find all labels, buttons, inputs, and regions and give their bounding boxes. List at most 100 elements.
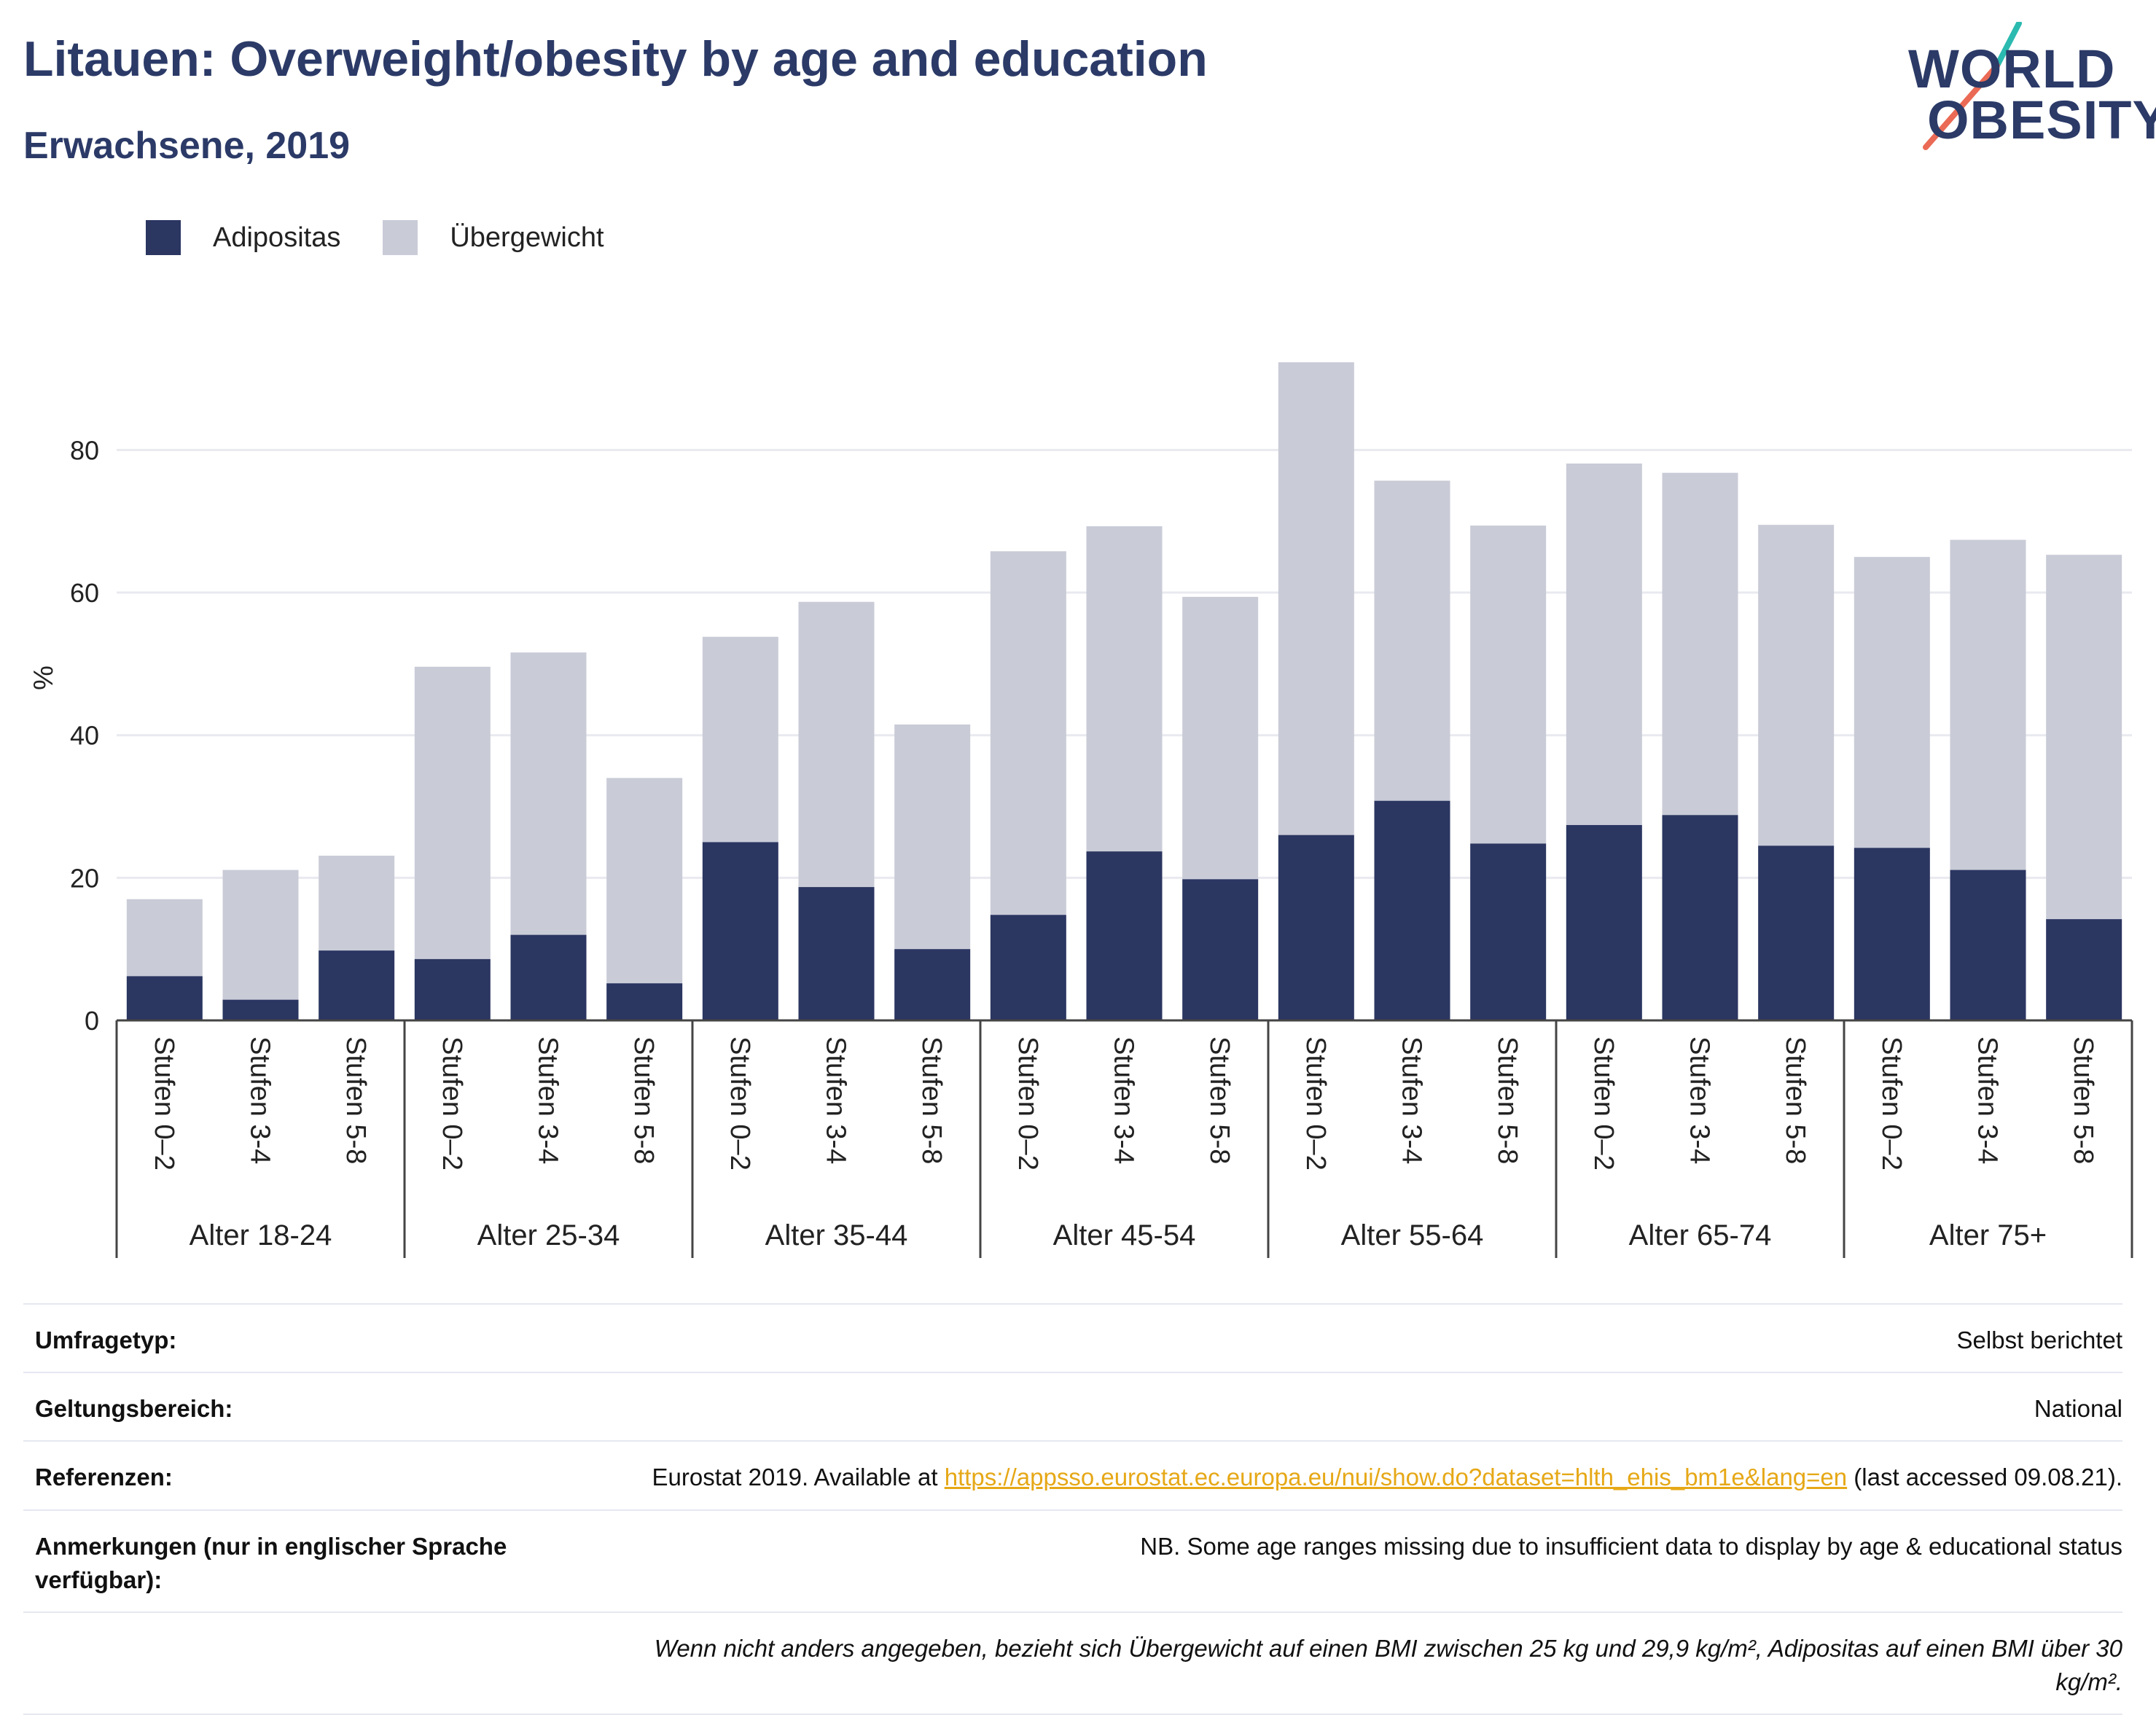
bar-uebergewicht (1662, 472, 1738, 816)
info-label: Anmerkungen (nur in englischer Sprache v… (35, 1532, 507, 1593)
bar-adipositas (2046, 919, 2122, 1020)
bar-chart: 0 20 40 60 80% Stufen 0–2 Stufen 3-4 Stufen 5-8… (28, 362, 2133, 1258)
y-tick-label: 80 (70, 435, 99, 465)
bar-uebergewicht (1182, 596, 1259, 880)
references-link[interactable]: https://appsso.eurostat.ec.europa.eu/nui… (944, 1464, 1848, 1491)
bar-uebergewicht (1566, 463, 1642, 825)
x-tick-label: Stufen 3-4 (821, 1036, 851, 1164)
info-value: Eurostat 2019. Available at https://apps… (592, 1461, 2122, 1494)
bar-uebergewicht (1278, 362, 1354, 835)
references-prefix: Eurostat 2019. Available at (652, 1464, 945, 1491)
legend-label: Übergewicht (450, 222, 604, 253)
info-table: Umfragetyp: Selbst berichtet Geltungsber… (23, 1303, 2122, 1715)
bar-uebergewicht (2046, 555, 2122, 920)
x-tick-label: Stufen 5-8 (340, 1036, 371, 1164)
x-tick-label: Stufen 0–2 (1300, 1036, 1331, 1171)
info-row-survey-type: Umfragetyp: Selbst berichtet (23, 1303, 2122, 1372)
bar-adipositas (1854, 848, 1930, 1020)
bar-adipositas (990, 915, 1066, 1020)
info-label: Umfragetyp: (35, 1327, 177, 1353)
info-value: National (2034, 1395, 2122, 1423)
bar-adipositas (414, 958, 491, 1020)
footnote: Wenn nicht anders angegeben, bezieht sic… (654, 1634, 2122, 1696)
bar-uebergewicht (606, 778, 683, 984)
info-value: Selbst berichtet (1956, 1327, 2122, 1353)
bar-uebergewicht (126, 899, 203, 977)
bar-adipositas (1278, 835, 1354, 1020)
x-tick-label: Stufen 0–2 (724, 1036, 755, 1171)
y-tick-label: 0 (85, 1006, 99, 1036)
bar-adipositas (1566, 824, 1642, 1020)
x-group-label: Alter 45-54 (1053, 1219, 1196, 1251)
bar-adipositas (1470, 843, 1547, 1020)
x-group-label: Alter 18-24 (190, 1219, 332, 1251)
bar-adipositas (606, 983, 683, 1020)
bar-uebergewicht (702, 636, 778, 843)
info-label: Geltungsbereich: (35, 1395, 233, 1423)
y-tick-label: 20 (70, 863, 99, 893)
bar-adipositas (319, 950, 395, 1020)
info-row-scope: Geltungsbereich: National (23, 1372, 2122, 1440)
info-row-notes: Anmerkungen (nur in englischer Sprache v… (23, 1509, 2122, 1612)
legend-item-adipositas[interactable]: Adipositas (146, 220, 340, 255)
x-tick-label: Stufen 0–2 (1588, 1036, 1619, 1171)
bar-uebergewicht (319, 856, 395, 951)
bar-adipositas (1086, 851, 1163, 1020)
x-tick-label: Stufen 3-4 (533, 1036, 563, 1164)
x-tick-label: Stufen 5-8 (1204, 1036, 1235, 1164)
x-group-label: Alter 55-64 (1341, 1219, 1484, 1251)
x-group-label: Alter 65-74 (1629, 1219, 1772, 1251)
legend-item-uebergewicht[interactable]: Übergewicht (383, 220, 604, 255)
bar-uebergewicht (798, 601, 875, 888)
x-tick-label: Stufen 5-8 (1780, 1036, 1811, 1164)
bar-uebergewicht (1086, 526, 1163, 852)
x-tick-label: Stufen 5-8 (628, 1036, 659, 1164)
bar-uebergewicht (510, 652, 587, 935)
x-tick-label: Stufen 0–2 (437, 1036, 467, 1171)
bar-adipositas (222, 999, 299, 1020)
page-title: Litauen: Overweight/obesity by age and e… (23, 31, 1208, 87)
bar-adipositas (798, 887, 875, 1020)
logo-word-world: WORLD (1908, 39, 2116, 99)
chart-legend: Adipositas Übergewicht (146, 216, 647, 259)
legend-swatch-uebergewicht (383, 220, 418, 255)
bar-uebergewicht (1854, 557, 1930, 848)
y-tick-label: 40 (70, 721, 99, 751)
bar-uebergewicht (222, 870, 299, 1000)
x-tick-label: Stufen 3-4 (1397, 1036, 1427, 1164)
bar-adipositas (894, 949, 971, 1020)
x-tick-label: Stufen 5-8 (2068, 1036, 2098, 1164)
x-tick-label: Stufen 0–2 (1012, 1036, 1043, 1171)
x-tick-label: Stufen 0–2 (149, 1036, 179, 1171)
legend-label: Adipositas (213, 222, 341, 253)
info-value: NB. Some age ranges missing due to insuf… (1140, 1532, 2122, 1560)
x-tick-label: Stufen 5-8 (1492, 1036, 1523, 1164)
world-obesity-logo: WORLD OBESITY (1895, 22, 2156, 153)
x-tick-label: Stufen 3-4 (1109, 1036, 1139, 1164)
bar-adipositas (126, 976, 203, 1020)
bar-adipositas (510, 934, 587, 1020)
info-row-references: Referenzen: Eurostat 2019. Available at … (23, 1440, 2122, 1509)
bar-adipositas (1182, 879, 1259, 1020)
x-tick-label: Stufen 3-4 (1684, 1036, 1715, 1164)
x-tick-label: Stufen 3-4 (245, 1036, 276, 1164)
x-group-label: Alter 35-44 (765, 1219, 908, 1251)
bar-uebergewicht (894, 724, 971, 950)
bar-adipositas (1374, 800, 1450, 1020)
page-subtitle: Erwachsene, 2019 (23, 125, 351, 167)
logo-word-obesity: OBESITY (1927, 90, 2156, 150)
bar-adipositas (1758, 845, 1835, 1020)
info-row-footnote: Wenn nicht anders angegeben, bezieht sic… (23, 1611, 2122, 1715)
y-axis-label: % (28, 665, 59, 690)
x-tick-label: Stufen 0–2 (1876, 1036, 1907, 1171)
bar-uebergewicht (414, 666, 491, 959)
x-tick-label: Stufen 5-8 (916, 1036, 947, 1164)
x-group-label: Alter 25-34 (477, 1219, 620, 1251)
y-tick-label: 60 (70, 578, 99, 608)
bar-uebergewicht (1374, 480, 1450, 801)
bar-adipositas (1950, 870, 2026, 1020)
bar-uebergewicht (1470, 526, 1547, 844)
bar-uebergewicht (990, 551, 1066, 915)
x-tick-label: Stufen 3-4 (1972, 1036, 2003, 1164)
legend-swatch-adipositas (146, 220, 181, 255)
